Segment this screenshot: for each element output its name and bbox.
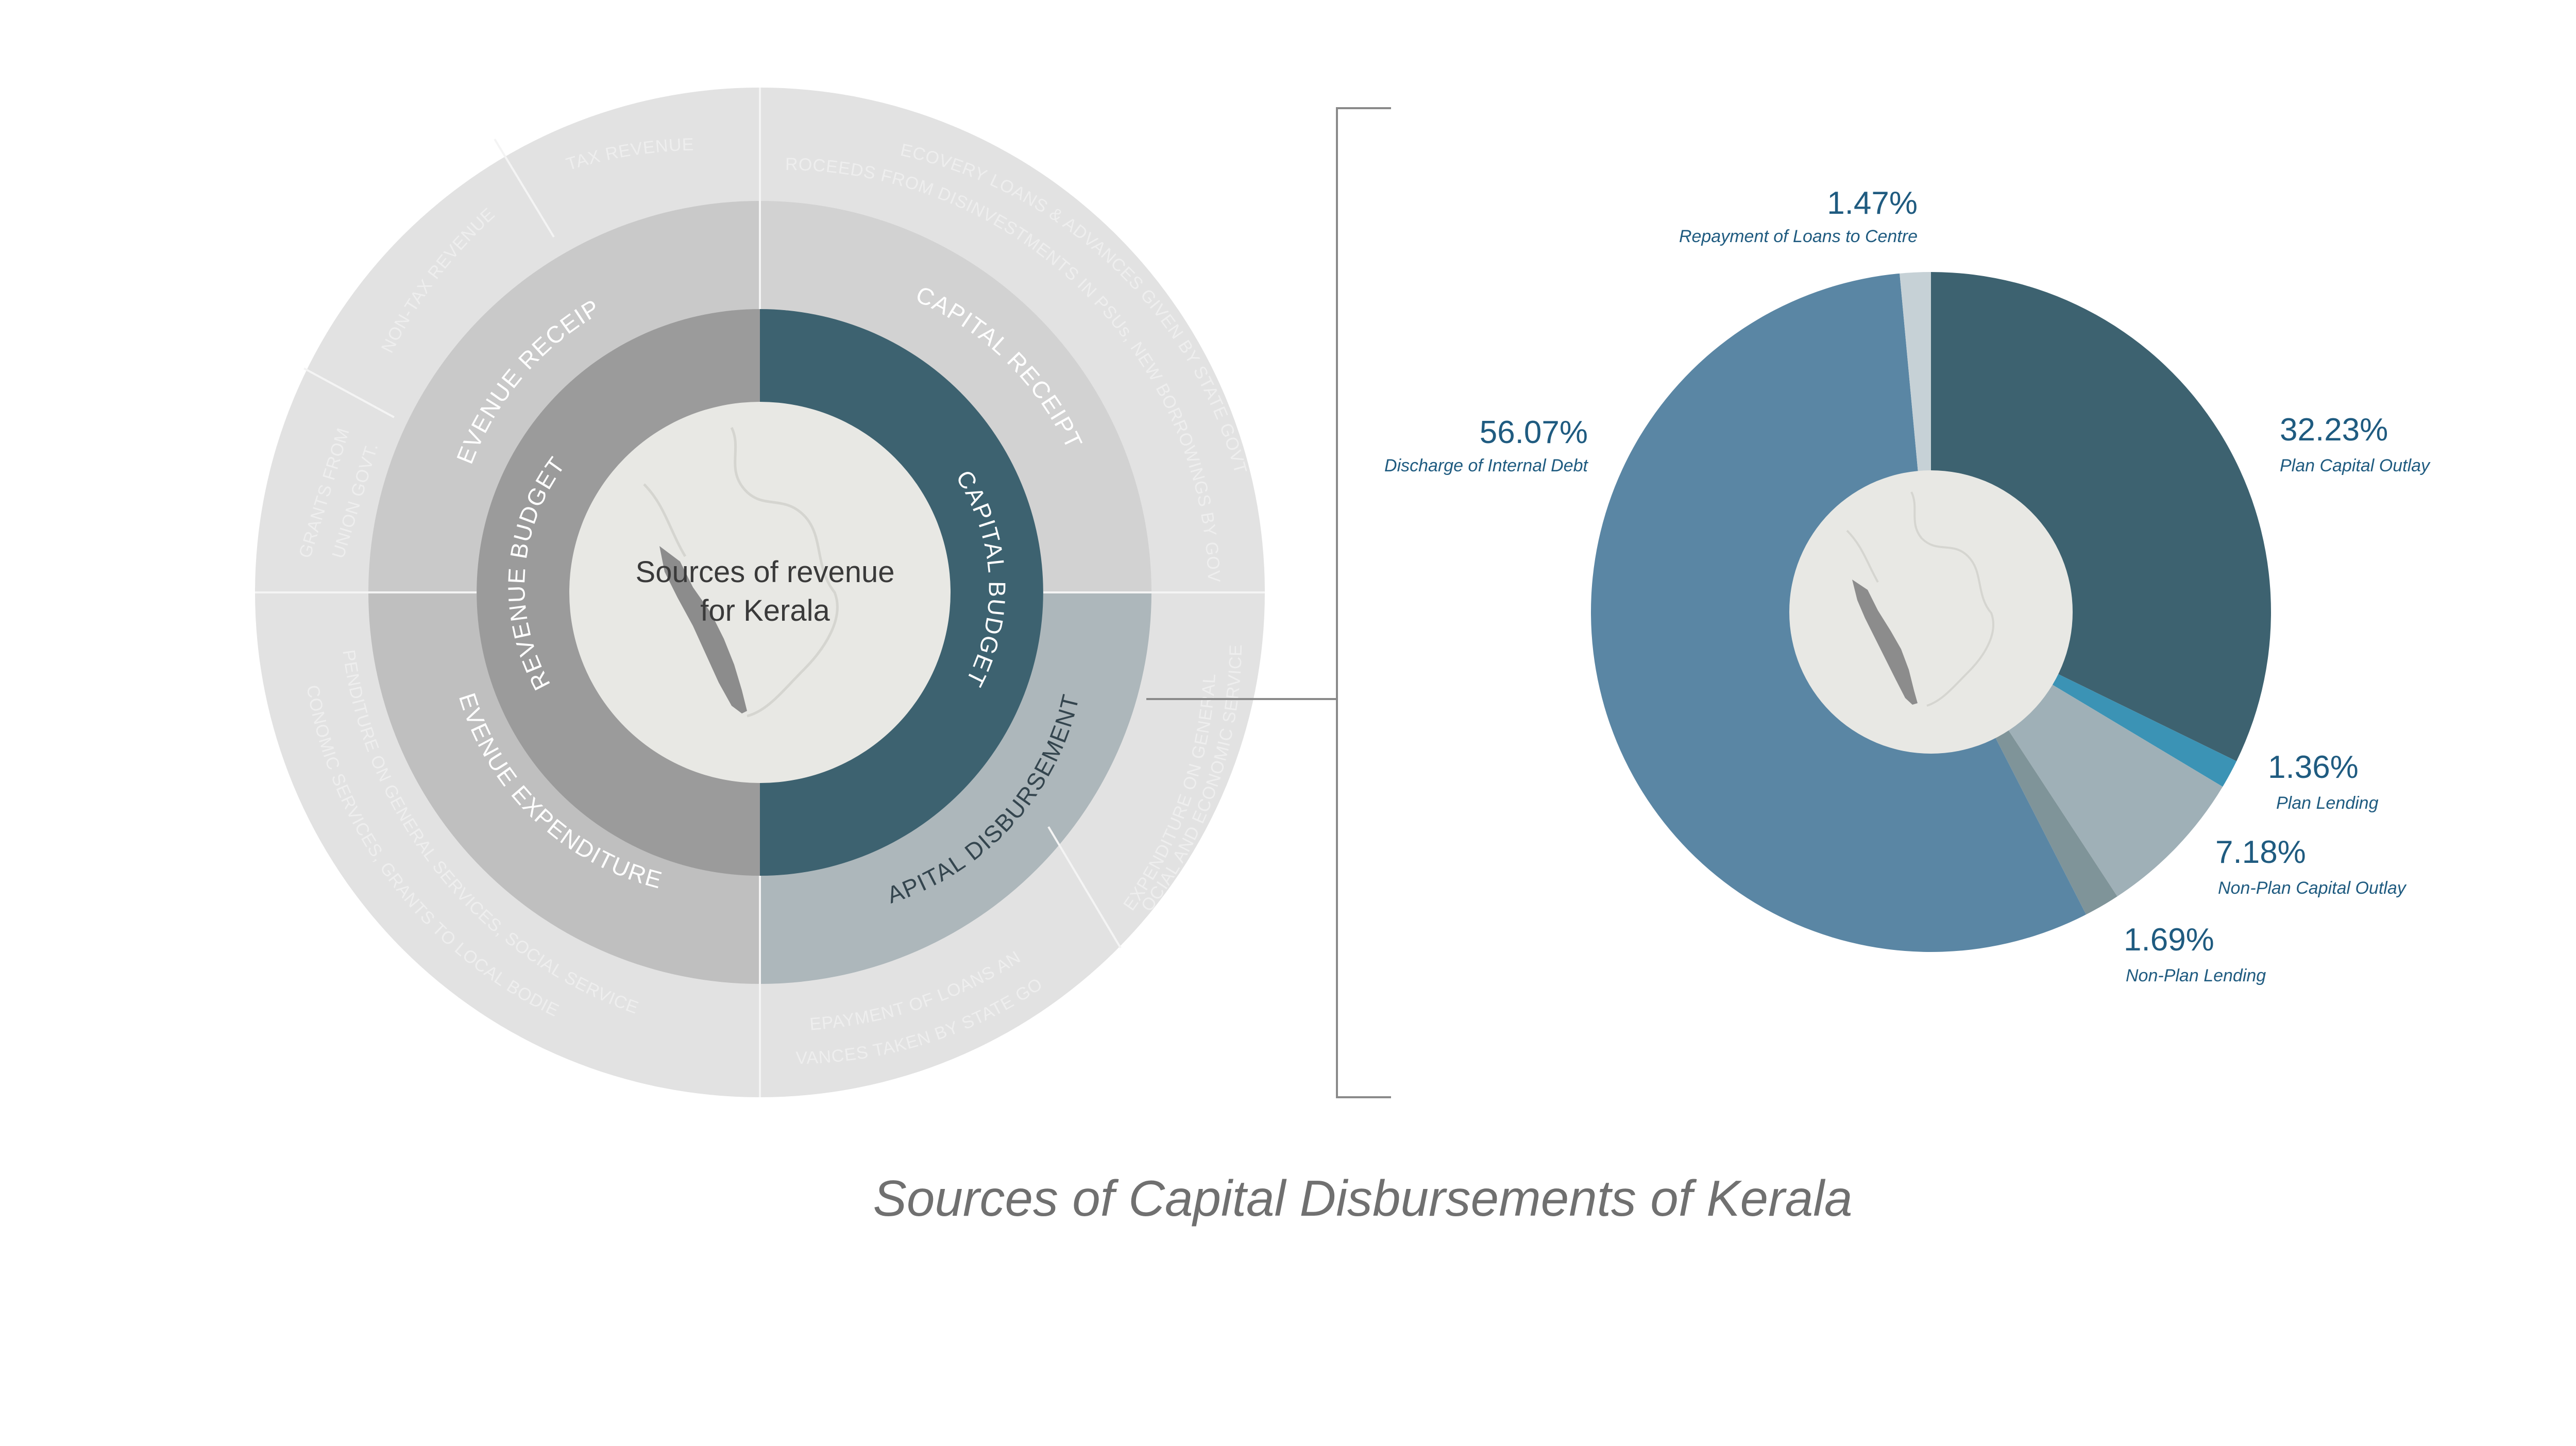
connector-bracket [1146,107,1391,1098]
sun-center-title-line1: Sources of revenue [636,555,895,589]
lbl-repayment-loans-centre: Repayment of Loans to Centre [1679,227,1918,246]
pct-non-plan-lending: 1.69% [2124,922,2214,958]
sunburst: Sources of revenue for Kerala REVENUE BU… [0,0,1265,1097]
pct-non-plan-capital-outlay: 7.18% [2215,835,2306,870]
lbl-plan-capital-outlay: Plan Capital Outlay [2280,456,2431,475]
donut-labels: 1.47% Repayment of Loans to Centre 56.07… [1384,185,2431,985]
pct-repayment-loans-centre: 1.47% [1827,185,1918,221]
pct-plan-lending: 1.36% [2268,750,2359,785]
sun-center [569,402,951,783]
pct-plan-capital-outlay: 32.23% [2280,412,2388,448]
sun-dividers [255,88,1265,1097]
donut-hole [1789,470,2073,754]
sun-center-title-line2: for Kerala [700,594,830,627]
lbl-plan-lending: Plan Lending [2276,793,2379,813]
lbl-discharge-internal-debt: Discharge of Internal Debt [1384,456,1589,475]
lbl-non-plan-capital-outlay: Non-Plan Capital Outlay [2218,878,2407,898]
lbl-non-plan-lending: Non-Plan Lending [2126,966,2266,985]
chart-title: Sources of Capital Disbursements of Kera… [873,1170,1853,1227]
kerala-map-icon [643,427,839,718]
pct-discharge-internal-debt: 56.07% [1480,415,1588,450]
donut-center [1789,470,2073,754]
kerala-map-small-icon [1846,491,1994,707]
